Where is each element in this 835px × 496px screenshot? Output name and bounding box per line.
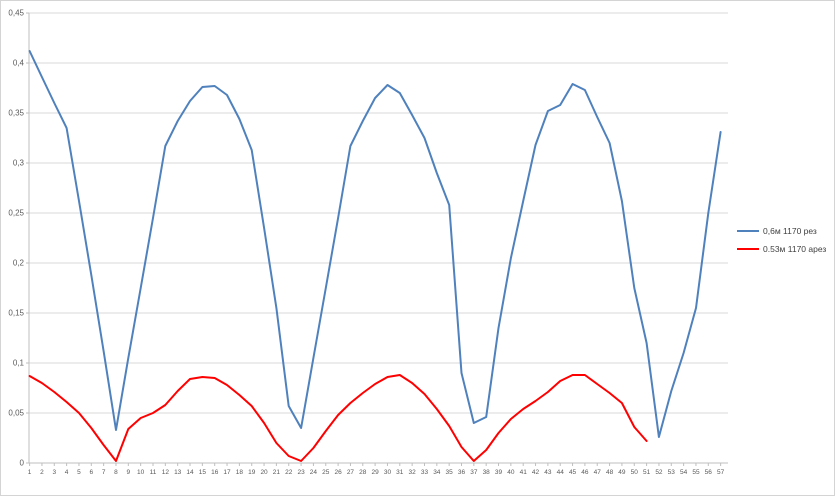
- x-axis-label: 33: [421, 469, 429, 476]
- x-axis-label: 15: [199, 469, 207, 476]
- x-axis-label: 8: [114, 469, 118, 476]
- x-axis-label: 39: [495, 469, 503, 476]
- x-axis-label: 21: [273, 469, 281, 476]
- x-axis-label: 2: [40, 469, 44, 476]
- y-axis-label: 0,45: [8, 9, 24, 18]
- x-axis-label: 6: [89, 469, 93, 476]
- x-axis-label: 10: [137, 469, 145, 476]
- x-axis-label: 54: [680, 469, 688, 476]
- x-axis-label: 41: [520, 469, 528, 476]
- x-axis-label: 48: [606, 469, 614, 476]
- x-axis-label: 45: [569, 469, 577, 476]
- series-line-red[interactable]: [28, 374, 648, 462]
- x-axis-label: 26: [334, 469, 342, 476]
- y-axis-label: 0: [20, 459, 25, 468]
- x-axis-label: 29: [372, 469, 380, 476]
- x-axis-label: 19: [248, 469, 256, 476]
- x-axis-label: 16: [211, 469, 219, 476]
- x-axis-label: 5: [77, 469, 81, 476]
- x-axis-label: 25: [322, 469, 330, 476]
- x-axis-label: 42: [532, 469, 540, 476]
- x-axis-label: 37: [470, 469, 478, 476]
- y-axis-label: 0,4: [13, 59, 25, 68]
- legend-item-red-series[interactable]: 0.53м 1170 арез: [737, 243, 827, 254]
- x-axis-label: 20: [260, 469, 268, 476]
- x-axis-label: 12: [162, 469, 170, 476]
- x-axis-label: 27: [347, 469, 355, 476]
- x-axis-label: 32: [409, 469, 417, 476]
- x-axis-label: 35: [446, 469, 454, 476]
- legend-line-swatch-blue: [737, 230, 759, 233]
- x-axis-label: 49: [618, 469, 626, 476]
- x-axis-label: 40: [507, 469, 515, 476]
- x-axis-label: 36: [458, 469, 466, 476]
- x-axis-label: 22: [285, 469, 293, 476]
- x-axis-label: 14: [186, 469, 194, 476]
- legend-label-red-series: 0.53м 1170 арез: [763, 243, 827, 254]
- x-axis-label: 51: [643, 469, 651, 476]
- x-axis-label: 13: [174, 469, 182, 476]
- x-axis-label: 44: [557, 469, 565, 476]
- y-axis-label: 0,35: [8, 109, 24, 118]
- legend-line-swatch-red: [737, 247, 759, 250]
- x-axis-label: 46: [581, 469, 589, 476]
- y-axis-label: 0,05: [8, 409, 24, 418]
- x-axis-label: 43: [544, 469, 552, 476]
- x-axis-label: 7: [102, 469, 106, 476]
- x-axis-label: 23: [297, 469, 305, 476]
- x-axis-label: 31: [396, 469, 404, 476]
- x-axis-label: 28: [359, 469, 367, 476]
- x-axis-label: 47: [594, 469, 602, 476]
- x-axis-label: 57: [717, 469, 725, 476]
- x-axis-label: 18: [236, 469, 244, 476]
- x-axis-label: 30: [384, 469, 392, 476]
- y-axis-label: 0,3: [13, 159, 25, 168]
- x-axis-label: 17: [223, 469, 231, 476]
- y-axis-label: 0,25: [8, 209, 24, 218]
- x-axis-label: 4: [65, 469, 69, 476]
- x-axis-label: 52: [655, 469, 663, 476]
- y-axis-label: 0,15: [8, 309, 24, 318]
- x-axis-label: 3: [52, 469, 56, 476]
- x-axis-label: 11: [150, 469, 157, 476]
- x-axis-label: 34: [433, 469, 441, 476]
- x-axis-label: 50: [631, 469, 639, 476]
- series-line-blue[interactable]: [28, 50, 722, 438]
- x-axis-label: 24: [310, 469, 318, 476]
- legend-label-blue-series: 0,6м 1170 рез: [763, 226, 817, 236]
- x-axis-label: 38: [483, 469, 491, 476]
- x-axis-label: 55: [692, 469, 700, 476]
- chart-legend: 0,6м 1170 рез 0.53м 1170 арез: [737, 227, 826, 253]
- x-axis-label: 53: [668, 469, 676, 476]
- y-axis-label: 0,1: [13, 359, 25, 368]
- x-axis-label: 56: [705, 469, 713, 476]
- y-axis-label: 0,2: [13, 259, 25, 268]
- legend-item-blue-series[interactable]: 0,6м 1170 рез: [737, 227, 826, 236]
- x-axis-label: 1: [28, 469, 32, 476]
- x-axis-label: 9: [127, 469, 131, 476]
